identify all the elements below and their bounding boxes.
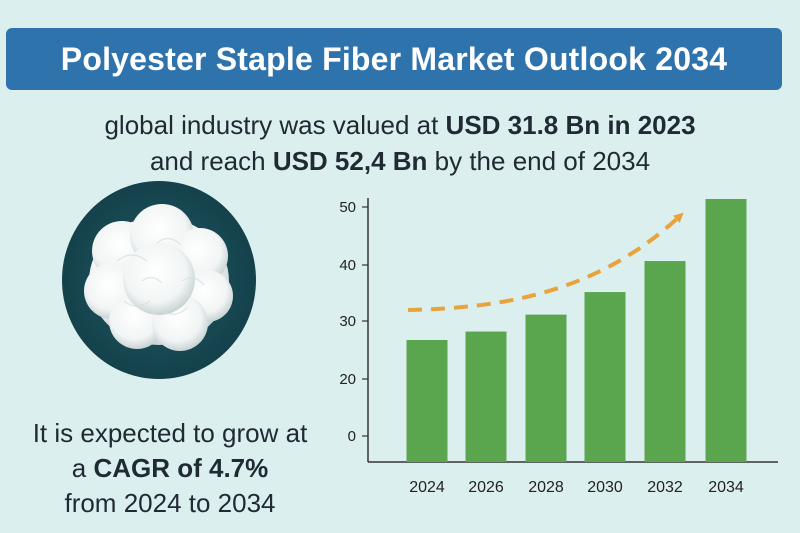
title-banner: Polyester Staple Fiber Market Outlook 20… [6,28,782,90]
bar-2030 [584,292,626,462]
fiber-image [62,181,256,379]
y-tick-label: 50 [339,199,356,216]
bar-2028 [525,314,567,462]
bar-2026 [465,331,507,462]
y-tick-label: 30 [339,313,356,330]
summary-line-1-value: USD 31.8 Bn in 2023 [445,110,696,140]
growth-line-2: a CAGR of 4.7% [0,451,340,485]
y-tick-label: 20 [339,371,356,388]
x-tick-label: 2028 [528,479,564,496]
x-tick-label: 2032 [647,479,683,496]
x-tick-label: 2034 [708,479,744,496]
x-tick-label: 2030 [587,479,623,496]
bar-2032 [644,261,686,462]
growth-line-3: from 2024 to 2034 [64,488,276,518]
y-tick-label: 0 [348,428,356,445]
growth-line-2-text: a [71,453,94,483]
growth-line-1: It is expected to grow at [32,418,308,448]
bar-2024 [406,340,448,462]
summary-line-1-text: global industry was valued at [104,110,446,140]
x-tick-label: 2026 [468,479,504,496]
y-tick-label: 40 [339,257,356,274]
bar-2034 [705,199,747,462]
summary-line-2-suffix: by the end of 2034 [427,146,651,176]
x-tick-label: 2024 [409,479,445,496]
trend-arrow [407,212,684,312]
page-title: Polyester Staple Fiber Market Outlook 20… [60,40,728,77]
polyester-fiber-icon [84,204,233,351]
summary-line-2-text: and reach [149,146,273,176]
cagr-value: CAGR of 4.7% [93,453,269,483]
summary-line-2: and reach USD 52,4 Bn by the end of 2034 [0,142,800,180]
summary-line-1: global industry was valued at USD 31.8 B… [0,106,800,144]
summary-line-2-value: USD 52,4 Bn [272,146,428,176]
